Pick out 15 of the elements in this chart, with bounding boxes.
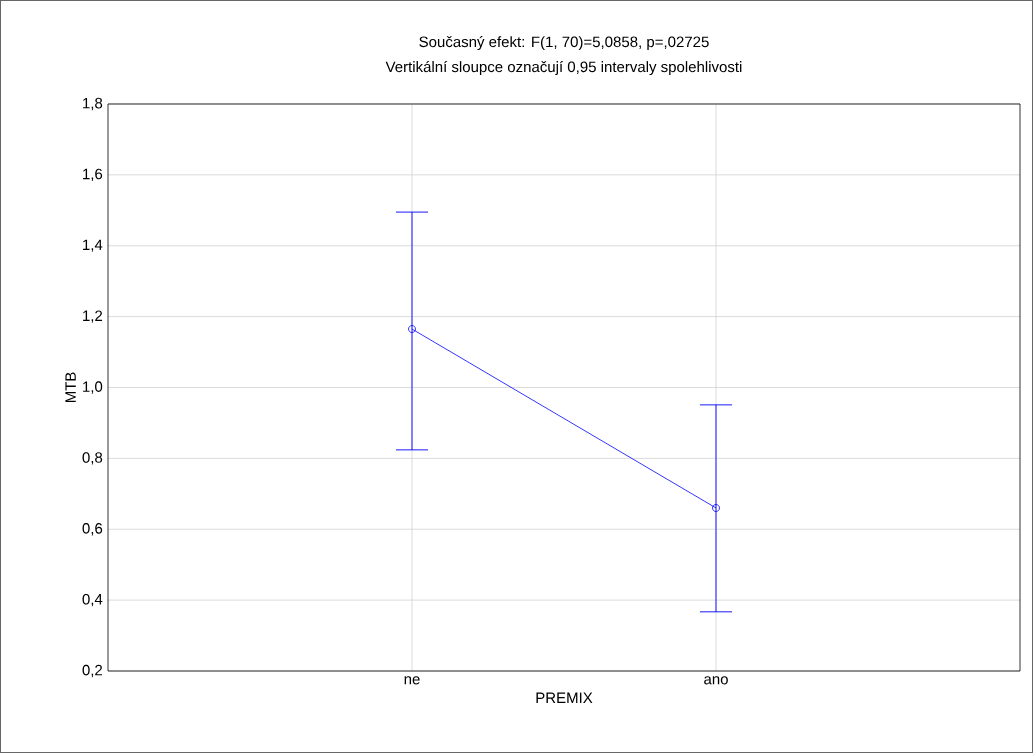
y-tick-label: 1,2 [83,310,103,323]
chart-title: Současný efekt: F(1, 70)=5,0858, p=,02725 [419,35,709,51]
x-tick-label: ano [704,676,728,685]
y-tick-label: 1,4 [83,239,103,252]
y-axis-title: MTB [65,372,76,403]
y-tick-label: 0,6 [82,523,103,536]
y-tick-label: 0,2 [82,664,103,678]
y-tick-label: 1,8 [83,97,103,111]
x-axis-title: PREMIX [536,692,593,703]
y-tick-label: 1,6 [83,168,103,182]
y-tick-label: 0,8 [82,452,103,465]
chart-subtitle: Vertikální sloupce označují 0,95 intervaly spolehlivosti [385,60,742,76]
x-tick-label: ne [404,676,420,685]
y-tick-label: 1,0 [83,381,103,394]
y-tick-label: 0,4 [82,593,103,607]
